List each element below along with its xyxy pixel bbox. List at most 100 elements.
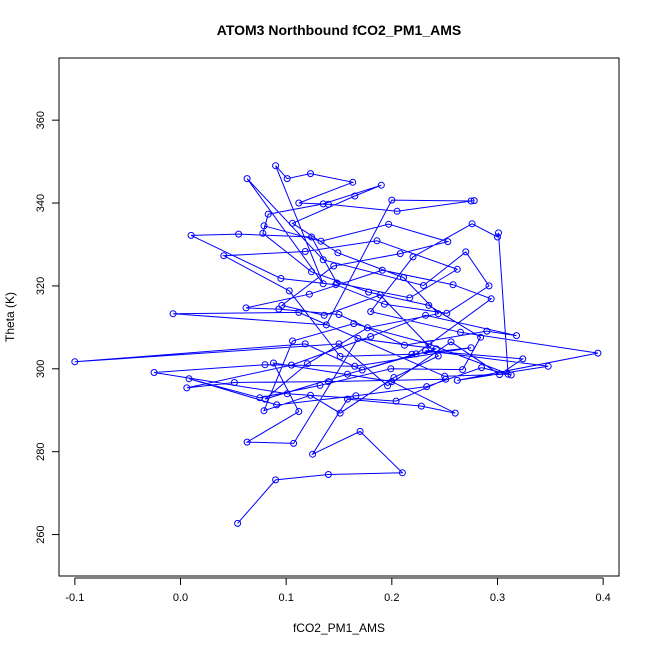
- data-point: [243, 438, 251, 446]
- data-point: [422, 347, 430, 355]
- data-point: [285, 287, 293, 295]
- data-point: [477, 333, 485, 341]
- data-point: [367, 308, 375, 316]
- x-tick-label: 0.3: [490, 592, 505, 604]
- data-point: [317, 237, 325, 245]
- data-point: [259, 229, 267, 237]
- data-point: [242, 304, 250, 312]
- y-tick-label: 320: [35, 277, 47, 295]
- data-point: [301, 340, 309, 348]
- data-point: [373, 237, 381, 245]
- data-point: [453, 265, 461, 273]
- data-point: [354, 335, 362, 342]
- data-point: [319, 200, 327, 208]
- data-point: [393, 207, 401, 215]
- data-point: [459, 366, 467, 374]
- data-point: [519, 355, 527, 363]
- data-point: [260, 407, 268, 415]
- data-point: [485, 282, 493, 290]
- data-point: [303, 360, 311, 368]
- data-point: [322, 321, 330, 329]
- data-point: [351, 362, 359, 370]
- data-point: [364, 324, 371, 332]
- data-point: [295, 199, 303, 207]
- data-point: [307, 391, 314, 399]
- data-point: [261, 395, 269, 403]
- data-point: [468, 220, 476, 228]
- data-point: [594, 349, 602, 357]
- data-point: [478, 364, 486, 372]
- data-point: [220, 252, 228, 260]
- data-point: [400, 274, 407, 282]
- data-point: [377, 181, 385, 189]
- data-point: [441, 372, 449, 380]
- data-point: [330, 262, 338, 270]
- data-point: [350, 320, 358, 328]
- data-point: [495, 229, 502, 237]
- data-point: [423, 383, 431, 391]
- data-point: [319, 256, 327, 264]
- data-point: [309, 450, 317, 458]
- data-point: [324, 200, 332, 208]
- data-point: [324, 471, 332, 478]
- x-axis-label: fCO2_PM1_AMS: [293, 621, 385, 635]
- data-point: [277, 275, 285, 282]
- data-point: [434, 310, 442, 318]
- data-point: [352, 392, 360, 400]
- data-point: [264, 210, 272, 218]
- series-line: [74, 165, 598, 524]
- data-point: [71, 358, 79, 366]
- data-point: [185, 375, 193, 383]
- data-point: [344, 370, 351, 378]
- data-point: [307, 170, 314, 178]
- data-point: [483, 327, 491, 335]
- data-point: [388, 378, 396, 386]
- x-tick-label: 0.2: [384, 592, 399, 604]
- data-point: [336, 409, 344, 417]
- data-point: [513, 332, 520, 340]
- data-point: [376, 291, 384, 299]
- data-point: [420, 282, 427, 289]
- data-point: [235, 230, 243, 238]
- data-point: [467, 344, 475, 352]
- data-point: [169, 310, 177, 318]
- data-point: [332, 281, 340, 289]
- data-point: [187, 231, 195, 239]
- data-point: [308, 268, 315, 276]
- data-point: [392, 397, 400, 405]
- data-point: [295, 408, 303, 415]
- data-point: [434, 352, 442, 360]
- data-point: [278, 301, 286, 309]
- data-point: [504, 370, 512, 378]
- data-point: [272, 162, 280, 170]
- y-tick-label: 260: [35, 525, 47, 543]
- data-point: [365, 288, 373, 296]
- y-axis-label: Theta (K): [3, 292, 17, 342]
- data-point: [335, 340, 343, 348]
- data-point: [544, 362, 552, 370]
- data-point: [425, 340, 433, 348]
- data-point: [451, 409, 459, 417]
- data-point: [308, 233, 315, 241]
- chart-title: ATOM3 Northbound fCO2_PM1_AMS: [217, 22, 462, 38]
- data-point: [243, 175, 251, 183]
- x-tick-label: -0.1: [65, 592, 84, 604]
- data-point: [408, 350, 416, 358]
- data-point: [487, 295, 495, 303]
- data-point: [457, 328, 464, 336]
- data-point: [378, 266, 386, 274]
- data-point: [496, 371, 504, 379]
- data-point: [396, 250, 404, 258]
- data-point: [425, 301, 433, 309]
- data-point: [305, 290, 313, 298]
- data-point: [283, 175, 291, 183]
- data-point: [289, 219, 296, 227]
- data-point: [409, 253, 417, 261]
- data-point: [412, 350, 420, 358]
- data-point: [387, 365, 395, 373]
- data-point: [417, 402, 425, 410]
- data-point: [453, 376, 461, 384]
- plot-area: [71, 162, 602, 527]
- data-point: [324, 378, 332, 386]
